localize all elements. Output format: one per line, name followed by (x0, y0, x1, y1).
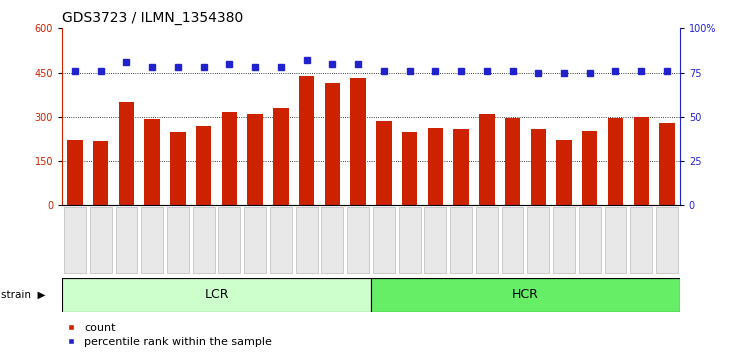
Bar (453, 129, 469, 205)
Bar (170, 132, 186, 205)
FancyBboxPatch shape (425, 207, 446, 273)
FancyBboxPatch shape (219, 207, 240, 273)
Bar (556, 140, 572, 205)
FancyBboxPatch shape (64, 207, 86, 273)
FancyBboxPatch shape (630, 207, 652, 273)
FancyBboxPatch shape (244, 207, 266, 273)
Bar (505, 118, 520, 205)
FancyBboxPatch shape (527, 207, 549, 273)
Bar (196, 126, 211, 205)
Legend: count, percentile rank within the sample: count, percentile rank within the sample (62, 319, 276, 351)
FancyBboxPatch shape (656, 207, 678, 273)
Bar (67, 141, 83, 205)
Bar (402, 132, 417, 205)
Text: GDS3723 / ILMN_1354380: GDS3723 / ILMN_1354380 (62, 11, 243, 25)
FancyBboxPatch shape (476, 207, 498, 273)
Bar (634, 118, 649, 205)
FancyBboxPatch shape (398, 207, 420, 273)
Bar (221, 113, 237, 205)
Bar (273, 108, 289, 205)
Bar (531, 129, 546, 205)
FancyBboxPatch shape (322, 207, 344, 273)
Text: HCR: HCR (512, 288, 539, 301)
FancyBboxPatch shape (141, 207, 163, 273)
Bar (371, 278, 680, 312)
FancyBboxPatch shape (115, 207, 137, 273)
Bar (247, 114, 263, 205)
Bar (350, 79, 366, 205)
Bar (582, 131, 597, 205)
Bar (145, 119, 160, 205)
Bar (299, 75, 314, 205)
Bar (659, 123, 675, 205)
FancyBboxPatch shape (605, 207, 626, 273)
FancyBboxPatch shape (90, 207, 112, 273)
FancyBboxPatch shape (347, 207, 369, 273)
FancyBboxPatch shape (553, 207, 575, 273)
FancyBboxPatch shape (373, 207, 395, 273)
FancyBboxPatch shape (296, 207, 317, 273)
Bar (479, 114, 494, 205)
Bar (607, 118, 624, 205)
Bar (118, 102, 135, 205)
Bar (428, 128, 443, 205)
Bar (325, 83, 340, 205)
Text: strain  ▶: strain ▶ (1, 290, 45, 300)
FancyBboxPatch shape (579, 207, 601, 273)
FancyBboxPatch shape (450, 207, 472, 273)
Bar (376, 121, 392, 205)
FancyBboxPatch shape (193, 207, 215, 273)
FancyBboxPatch shape (501, 207, 523, 273)
Bar (62, 278, 371, 312)
Bar (93, 141, 108, 205)
FancyBboxPatch shape (167, 207, 189, 273)
FancyBboxPatch shape (270, 207, 292, 273)
Text: LCR: LCR (204, 288, 229, 301)
